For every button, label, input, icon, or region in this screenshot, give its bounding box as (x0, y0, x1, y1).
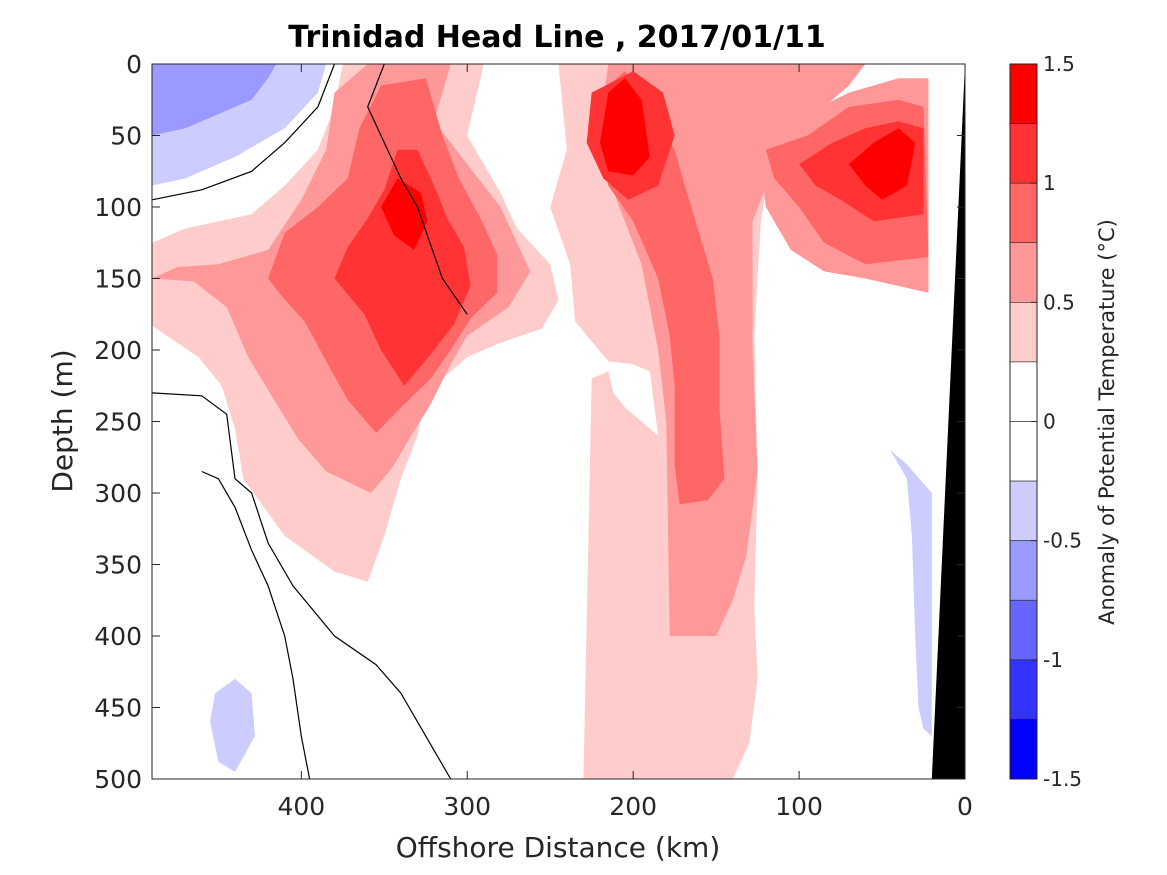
colorbar-swatch (1009, 361, 1038, 422)
colorbar-swatch (1009, 480, 1038, 541)
contour-fill-layer (152, 64, 965, 779)
colorbar-swatch (1009, 659, 1038, 720)
y-tick-label: 450 (94, 694, 142, 723)
zero-contour-line (151, 392, 452, 780)
plot-axes: 400 300 200 100 0 0 50 100 150 200 250 300 350 400 450… (94, 50, 973, 821)
colorbar-tick-label: -1.5 (1043, 767, 1082, 791)
warm-core-offshore-fill (334, 149, 471, 386)
zero-contour-line (367, 63, 468, 315)
colorbar-swatch (1009, 302, 1038, 363)
chart-title: Trinidad Head Line , 2017/01/11 (288, 20, 825, 55)
colorbar-swatch (1009, 123, 1038, 184)
colorbar-label: Anomaly of Potential Temperature (°C) (1095, 219, 1119, 625)
colorbar-tick-label: 1.5 (1043, 52, 1075, 76)
y-tick-label: 400 (94, 622, 142, 651)
colorbar-tick-label: 0 (1043, 410, 1056, 434)
y-tick-label: 250 (94, 408, 142, 437)
y-tick-label: 500 (94, 765, 142, 794)
colorbar-swatch (1009, 599, 1038, 661)
cold-patch-northwest-fill (152, 64, 277, 136)
warm-core-central-fill (600, 78, 650, 176)
y-axis-label: Depth (m) (46, 349, 79, 492)
y-tick-label: 150 (94, 265, 142, 294)
colorbar-swatch (1009, 421, 1038, 482)
zero-contour-line (151, 63, 336, 201)
x-tick-label: 400 (277, 792, 325, 821)
colorbar-swatch (1009, 182, 1038, 244)
colorbar: -1.5 -1 -0.5 0 0.5 1 1.5 (1009, 52, 1082, 791)
colorbar-swatch (1009, 242, 1038, 303)
x-tick-label: 100 (775, 792, 823, 821)
cold-patch-nearshore-fill (890, 450, 932, 737)
x-tick-label: 0 (957, 792, 973, 821)
warm-core-coastal-fill (848, 128, 916, 200)
colorbar-tick-label: -0.5 (1043, 529, 1082, 553)
x-tick-label: 300 (443, 792, 491, 821)
y-tick-label: 350 (94, 551, 142, 580)
y-tick-label: 50 (110, 122, 142, 151)
colorbar-tick-label: 0.5 (1043, 290, 1075, 314)
y-tick-label: 300 (94, 479, 142, 508)
colorbar-swatch (1009, 63, 1038, 124)
x-tick-label: 200 (609, 792, 657, 821)
land-mask (931, 64, 965, 779)
cold-patch-southwest-fill (210, 678, 255, 772)
y-tick-label: 200 (94, 336, 142, 365)
y-tick-label: 100 (94, 193, 142, 222)
colorbar-swatch (1009, 719, 1038, 780)
zero-contour-line (201, 470, 311, 780)
colorbar-tick-label: -1 (1043, 648, 1063, 672)
y-tick-label: 0 (126, 50, 142, 79)
x-axis-label: Offshore Distance (km) (396, 831, 721, 864)
colorbar-tick-label: 1 (1043, 171, 1056, 195)
colorbar-swatch (1009, 540, 1038, 601)
warm-core-offshore-fill (381, 178, 428, 250)
zero-contour-layer (151, 63, 468, 780)
